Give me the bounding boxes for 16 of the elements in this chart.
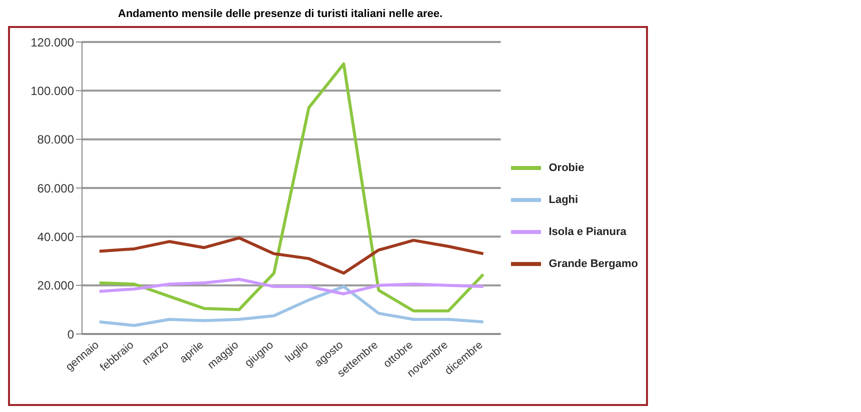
legend-label: Laghi: [548, 193, 580, 208]
chart-title: Andamento mensile delle presenze di turisti italiani nelle aree.: [118, 8, 444, 22]
y-tick-label: 120.000: [30, 35, 74, 50]
y-tick-label: 40.000: [37, 230, 74, 244]
y-tick-label: 100.000: [30, 84, 74, 98]
y-tick-label: 60.000: [37, 181, 74, 196]
y-tick-label: 0: [67, 327, 74, 342]
line-series: [98, 285, 485, 327]
line-series: [98, 236, 485, 275]
legend-label: Grande Bergamo: [548, 257, 638, 272]
line-series: [98, 278, 485, 296]
legend-label: Isola e Pianura: [548, 225, 628, 240]
y-tick-label: 80.000: [37, 132, 74, 147]
line-series: [98, 62, 485, 312]
legend-label: Orobie: [548, 161, 586, 176]
y-tick-label: 20.000: [37, 278, 74, 293]
